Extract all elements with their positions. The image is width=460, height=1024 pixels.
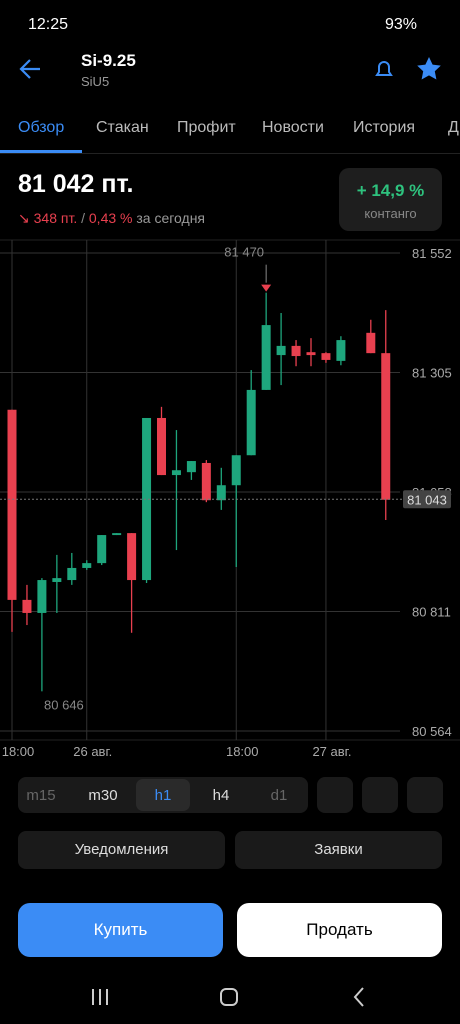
tab-indicator [0, 150, 82, 153]
sell-button[interactable]: Продать [237, 903, 442, 957]
candle-body [186, 461, 196, 473]
price: 81 042 пт. [18, 170, 134, 198]
fullscreen[interactable] [407, 777, 443, 813]
price-change: ↘ 348 пт. / 0,43 % за сегодня [18, 210, 206, 226]
candle-body [291, 345, 301, 357]
timeframe[interactable]: m15 [26, 787, 56, 804]
timeframe[interactable]: h4 [212, 787, 230, 804]
sep: / [81, 210, 85, 226]
change-points: 348 пт. [33, 210, 78, 226]
orders-button[interactable]: Заявки [235, 831, 442, 869]
candle-body [22, 599, 32, 613]
candle-body [112, 533, 122, 536]
tab[interactable]: История [353, 119, 416, 136]
change-percent: 0,43 % [88, 210, 133, 226]
candle-body [37, 580, 47, 613]
current-label: 81 043 [407, 492, 447, 507]
current-box [403, 490, 451, 509]
tab[interactable]: Профит [177, 119, 236, 136]
candle-body [7, 409, 17, 600]
candle-body [381, 353, 391, 500]
candle-body [321, 353, 331, 360]
candle-body [171, 470, 181, 476]
tf-selected [136, 779, 190, 811]
candle-body [157, 417, 166, 476]
candle-body [67, 567, 77, 581]
tab[interactable]: Стакан [96, 119, 149, 136]
y-tick-label: 81 552 [412, 246, 452, 261]
settings[interactable] [362, 777, 398, 813]
alert[interactable] [372, 56, 398, 82]
title: Si-9.25 [81, 51, 136, 70]
candle-body [142, 417, 152, 581]
candle-body [366, 332, 376, 354]
candle-body [336, 340, 346, 361]
candle-body [127, 533, 137, 581]
favorite[interactable] [415, 55, 443, 83]
timeframe[interactable]: h1 [154, 787, 172, 804]
candle-body [97, 535, 107, 564]
back[interactable] [18, 56, 44, 82]
subtitle: SiU5 [81, 74, 110, 89]
x-tick-label: 27 авг. [312, 744, 351, 759]
nav-bar [92, 987, 364, 1007]
buy-button[interactable]: Купить [18, 903, 223, 957]
tab[interactable]: Обзор [18, 119, 65, 136]
clock: 12:25 [28, 16, 69, 33]
timeframe[interactable]: d1 [270, 787, 288, 804]
candle-body [246, 389, 256, 456]
low-label: 80 646 [44, 697, 84, 712]
y-tick-label: 81 305 [412, 366, 452, 381]
candle-toggle[interactable] [317, 777, 353, 813]
candle-body [276, 345, 286, 356]
tab[interactable]: Новости [262, 119, 324, 136]
badge-label: контанго [364, 206, 417, 221]
badge: + 14,9 % контанго [339, 168, 442, 231]
x-tick-label: 18:00 [2, 744, 35, 759]
x-tick-label: 18:00 [226, 744, 259, 759]
candle-body [201, 462, 211, 501]
x-tick-label: 26 авг. [73, 744, 112, 759]
candle-body [261, 325, 271, 390]
candle-body [306, 352, 316, 356]
y-tick-label: 80 811 [412, 605, 451, 620]
candle-body [52, 578, 62, 582]
candle-body [82, 563, 92, 568]
divider [0, 153, 460, 154]
battery: 93% [385, 16, 418, 33]
y-tick-label: 80 564 [412, 724, 452, 739]
candle-body [231, 455, 241, 486]
high-arrow [261, 284, 272, 292]
period: за сегодня [136, 210, 206, 226]
tab[interactable]: Д [448, 119, 459, 136]
badge-value: + 14,9 % [356, 181, 425, 200]
alerts-button[interactable]: Уведомления [18, 831, 225, 869]
timeframe[interactable]: m30 [88, 787, 118, 804]
high-label: 81 470 [224, 245, 264, 260]
candle-body [216, 485, 226, 501]
